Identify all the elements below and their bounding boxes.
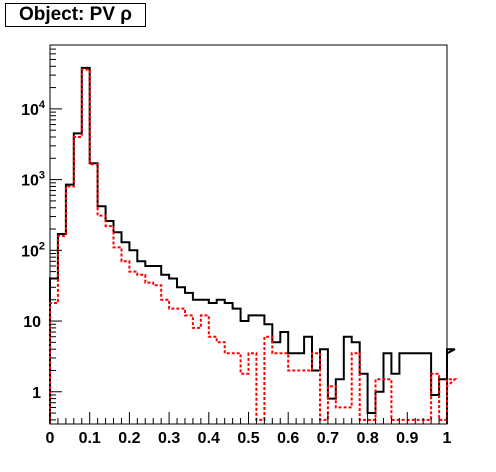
y-tick-label: 104 <box>21 99 46 119</box>
x-tick-label: 0.6 <box>277 430 299 447</box>
series-layer <box>49 66 458 424</box>
series-2-line <box>49 68 458 424</box>
plot-frame <box>49 44 448 425</box>
x-tick-label: 0.7 <box>317 430 339 447</box>
x-tick-label: 0.8 <box>356 430 378 447</box>
y-tick-label: 1 <box>32 385 41 402</box>
x-tick-label: 0.4 <box>198 430 220 447</box>
x-tick-label: 0.2 <box>118 430 140 447</box>
x-tick-label: 0.1 <box>79 430 101 447</box>
y-tick-label: 10 <box>23 314 41 331</box>
x-tick-label: 1 <box>443 430 452 447</box>
chart-title: Object: PV ρ <box>5 3 146 27</box>
x-tick-label: 0.5 <box>237 430 259 447</box>
y-tick-label: 103 <box>21 170 45 190</box>
series-1-line <box>49 66 456 424</box>
x-tick-label: 0.3 <box>158 430 180 447</box>
x-tick-label: 0 <box>46 430 55 447</box>
y-tick-label: 102 <box>21 240 45 260</box>
x-tick-label: 0.9 <box>396 430 418 447</box>
y-axis: 1 10 102 103 104 <box>21 44 62 421</box>
x-axis: 0 0.1 0.2 0.3 0.4 0.5 0.6 0.7 0.8 0.9 1 <box>46 412 452 447</box>
